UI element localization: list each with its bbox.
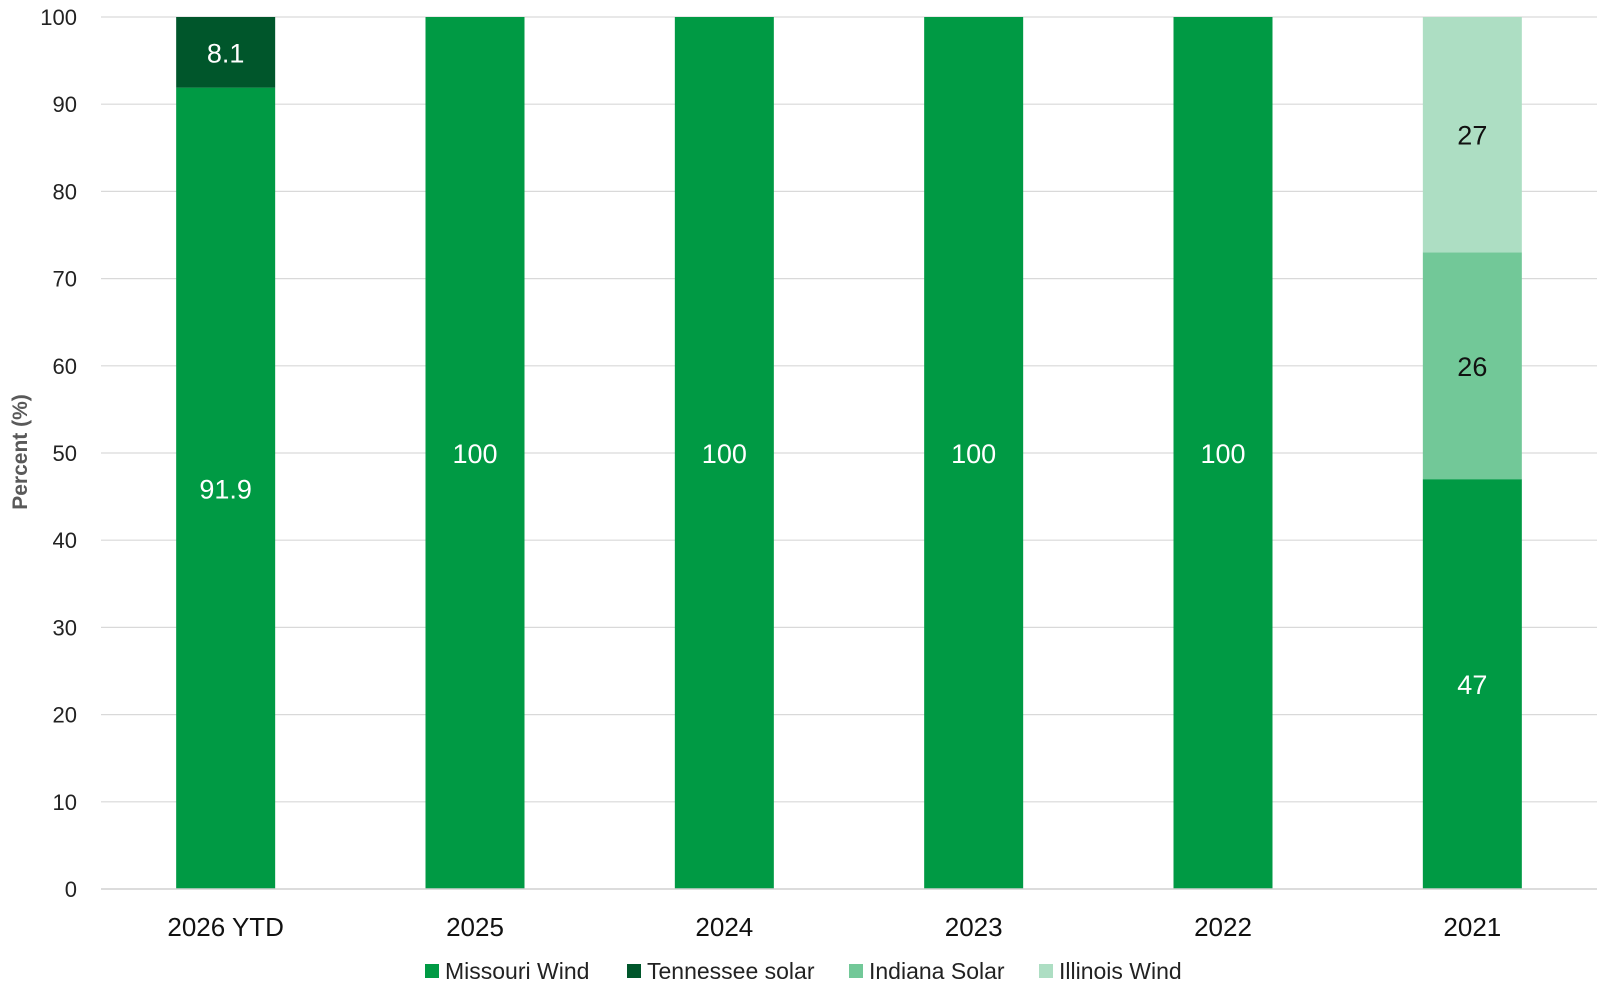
- bar-segment: [1422, 479, 1522, 889]
- y-tick-label: 90: [53, 92, 77, 117]
- data-label: 8.1: [207, 38, 245, 68]
- bar-segment: [425, 17, 525, 889]
- legend-label: Illinois Wind: [1059, 958, 1182, 984]
- y-tick-label: 40: [53, 528, 77, 553]
- y-tick-label: 70: [53, 267, 77, 292]
- y-tick-label: 20: [53, 703, 77, 728]
- y-tick-label: 10: [53, 790, 77, 815]
- legend-label: Tennessee solar: [647, 958, 815, 984]
- data-label: 27: [1457, 121, 1487, 151]
- data-label: 100: [1200, 439, 1245, 469]
- bars: 91.9 8.1 100 100 100 100 47 26 27: [176, 17, 1522, 889]
- y-tick-label: 100: [40, 5, 77, 30]
- data-label: 47: [1457, 670, 1487, 700]
- legend-swatch: [849, 964, 863, 978]
- x-category-label: 2026 YTD: [167, 912, 284, 942]
- data-label: 26: [1457, 352, 1487, 382]
- bar-segment: [1422, 252, 1522, 480]
- data-label: 100: [452, 439, 497, 469]
- legend-swatch: [627, 964, 641, 978]
- legend: Missouri Wind Tennessee solar Indiana Sola…: [425, 958, 1182, 984]
- bar-segment: [176, 87, 276, 889]
- bar-segment: [1173, 17, 1273, 889]
- y-axis-ticks: 0 10 20 30 40 50 60 70 80 90 100: [40, 5, 77, 902]
- y-axis-label: Percent (%): [9, 394, 32, 510]
- x-category-label: 2022: [1194, 912, 1252, 942]
- x-category-label: 2024: [695, 912, 753, 942]
- y-tick-label: 80: [53, 179, 77, 204]
- x-axis-categories: 2026 YTD 2025 2024 2023 2022 2021: [167, 912, 1501, 942]
- x-category-label: 2025: [446, 912, 504, 942]
- gridlines: [101, 16, 1597, 803]
- bar-segment: [924, 17, 1024, 889]
- y-tick-label: 30: [53, 615, 77, 640]
- bar-segment: [1422, 17, 1522, 253]
- x-category-label: 2021: [1443, 912, 1501, 942]
- bar-segment: [176, 17, 276, 88]
- legend-label: Missouri Wind: [445, 958, 589, 984]
- data-label: 100: [702, 439, 747, 469]
- y-tick-label: 60: [53, 354, 77, 379]
- bar-segment: [674, 17, 774, 889]
- data-label: 100: [951, 439, 996, 469]
- x-category-label: 2023: [945, 912, 1003, 942]
- legend-swatch: [425, 964, 439, 978]
- y-tick-label: 0: [65, 877, 77, 902]
- data-label: 91.9: [199, 474, 252, 504]
- y-tick-label: 50: [53, 441, 77, 466]
- legend-swatch: [1039, 964, 1053, 978]
- legend-label: Indiana Solar: [869, 958, 1005, 984]
